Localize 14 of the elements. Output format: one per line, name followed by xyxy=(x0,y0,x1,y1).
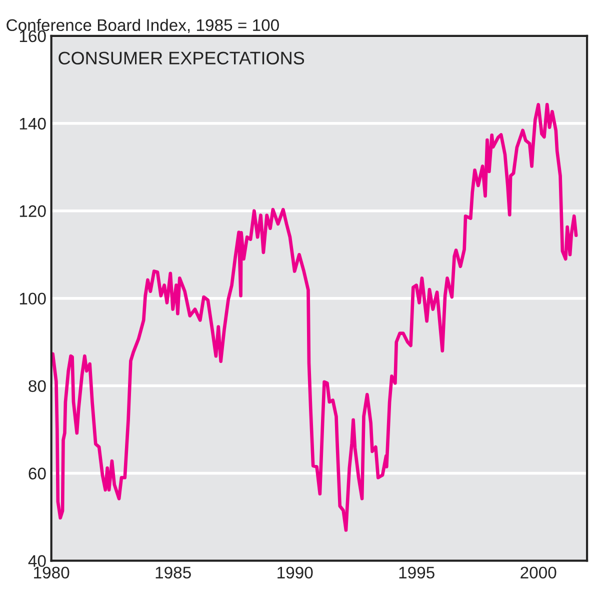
x-tick-label: 1990 xyxy=(278,566,313,579)
x-tick-label: 1980 xyxy=(34,566,70,579)
line-series xyxy=(51,102,578,532)
text: CONSUMER EXPECTATIONS xyxy=(58,52,304,64)
y-tick-label: 80 xyxy=(28,380,46,392)
y-tick-label: 60 xyxy=(28,468,46,480)
y-tick-label: 120 xyxy=(20,205,46,218)
x-tick-label: 1985 xyxy=(156,566,191,579)
x-tick-label: 2000 xyxy=(520,566,556,579)
y-tick-label: 100 xyxy=(20,292,46,305)
y-tick-label: 140 xyxy=(20,118,46,130)
y-tick-label: 160 xyxy=(20,30,46,42)
y-tick-label: 40 xyxy=(28,555,46,567)
x-tick-label: 1995 xyxy=(399,566,434,579)
